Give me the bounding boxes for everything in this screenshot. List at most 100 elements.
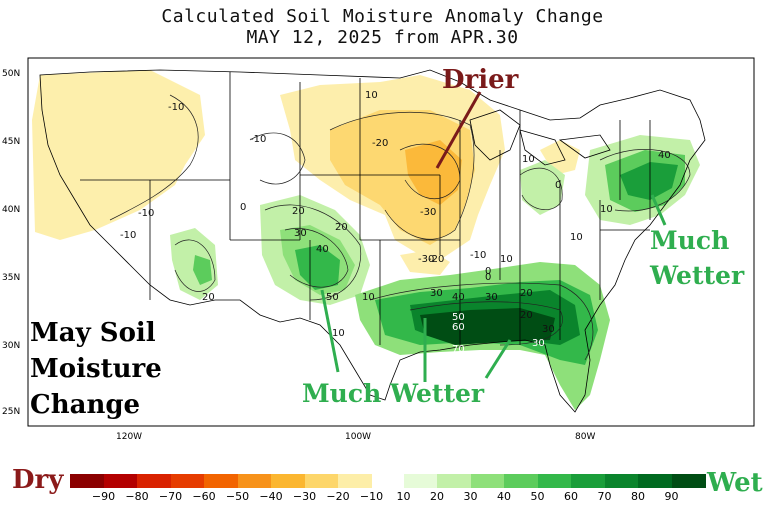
legend-tick-label: −20 bbox=[326, 490, 350, 503]
contour-label: 20 bbox=[520, 288, 533, 299]
contour-label: 0 bbox=[240, 202, 246, 213]
legend-tick-label: 40 bbox=[497, 490, 511, 503]
much-wetter-south-label: Much Wetter bbox=[302, 379, 485, 408]
contour-label: -10 bbox=[120, 230, 136, 241]
geography-lines bbox=[39, 69, 706, 413]
contour-value-labels: -10 -10 10 0 -10 20 -20 -30 -20 -10 0 20… bbox=[120, 90, 671, 355]
contour-label: 40 bbox=[658, 150, 671, 161]
legend-tick-label: −70 bbox=[158, 490, 183, 503]
lat-label: 40N bbox=[2, 205, 20, 215]
map-title: Calculated Soil Moisture Anomaly Change bbox=[161, 6, 604, 27]
legend-swatch-dry bbox=[70, 474, 104, 488]
contour-label: 60 bbox=[452, 322, 465, 333]
contour-9 bbox=[599, 149, 691, 212]
map-subtitle: MAY 12, 2025 from APR.30 bbox=[246, 27, 519, 48]
contour-7 bbox=[369, 282, 594, 361]
legend-tick-label: 10 bbox=[396, 490, 411, 503]
legend-tick-label: 60 bbox=[564, 490, 578, 503]
legend-tick-label: −40 bbox=[259, 490, 283, 503]
legend-tick-label: 90 bbox=[664, 490, 679, 503]
legend-swatch-wet bbox=[604, 474, 639, 488]
latitude-labels: 50N 45N 40N 35N 30N 25N bbox=[2, 69, 20, 417]
lon-label: 80W bbox=[575, 432, 595, 442]
legend-swatch-dry bbox=[170, 474, 205, 488]
contour-8 bbox=[409, 301, 563, 346]
contour-2 bbox=[249, 132, 306, 185]
contour-label: 30 bbox=[430, 288, 443, 299]
contour-label: 10 bbox=[500, 254, 513, 265]
lat-label: 35N bbox=[2, 273, 20, 283]
legend-tick-label: 30 bbox=[463, 490, 478, 503]
legend-wet-label: Wet bbox=[707, 468, 763, 498]
contour-label: 30 bbox=[485, 292, 498, 303]
contour-5 bbox=[264, 204, 362, 301]
contour-label: -10 bbox=[168, 102, 184, 113]
lat-label: 45N bbox=[2, 137, 20, 147]
contour-label: 30 bbox=[532, 338, 545, 349]
change-label: Change bbox=[30, 390, 141, 420]
legend-swatch-wet bbox=[571, 474, 605, 488]
legend-tick-label: −30 bbox=[292, 490, 317, 503]
contour-1 bbox=[109, 94, 199, 221]
legend-swatch-wet bbox=[403, 474, 438, 488]
lat-label: 50N bbox=[2, 69, 20, 79]
contour-label: 10 bbox=[365, 90, 378, 101]
wetter-northeast-core bbox=[620, 162, 678, 200]
legend-swatch-dry bbox=[103, 474, 138, 488]
contour-label: 20 bbox=[292, 206, 305, 217]
drier-west-region bbox=[32, 70, 205, 240]
legend-swatch-dry bbox=[237, 474, 272, 488]
state-lines bbox=[80, 72, 651, 350]
legend-swatch-wet bbox=[537, 474, 572, 488]
wetter-southern-plains-core bbox=[295, 245, 340, 290]
great-lakes bbox=[469, 109, 611, 166]
legend-swatch-wet bbox=[470, 474, 505, 488]
lat-label: 25N bbox=[2, 407, 20, 417]
contour-label: 10 bbox=[332, 328, 345, 339]
contour-label: 40 bbox=[452, 292, 465, 303]
lon-label: 120W bbox=[116, 432, 142, 442]
contour-label: -10 bbox=[470, 250, 486, 261]
contour-3 bbox=[329, 111, 475, 240]
lon-label: 100W bbox=[345, 432, 371, 442]
contour-6 bbox=[284, 228, 349, 288]
contour-label: 50 bbox=[452, 312, 465, 323]
contour-label: 40 bbox=[316, 244, 329, 255]
moisture-label: Moisture bbox=[30, 354, 162, 384]
legend-tick-label: −90 bbox=[91, 490, 116, 503]
drier-shading bbox=[32, 70, 580, 275]
longitude-labels: 120W 100W 80W bbox=[116, 432, 595, 442]
contour-label: -30 bbox=[418, 254, 434, 265]
drier-label: Drier bbox=[442, 65, 519, 95]
wetter-pointer-east bbox=[484, 339, 512, 379]
much-wetter-ne-label-1: Much bbox=[650, 226, 730, 255]
contour-label: -20 bbox=[428, 254, 444, 265]
contour-label: 0 bbox=[485, 272, 491, 283]
contour-label: 20 bbox=[335, 222, 348, 233]
may-soil-label: May Soil bbox=[30, 318, 156, 348]
legend-swatch-wet bbox=[437, 474, 471, 488]
legend-tick-label: −50 bbox=[225, 490, 250, 503]
legend-dry-label: Dry bbox=[12, 465, 64, 495]
legend-tick-label: −60 bbox=[192, 490, 216, 503]
legend-swatch-wet bbox=[671, 474, 706, 488]
contour-label: 30 bbox=[542, 324, 555, 335]
legend-swatch-dry bbox=[137, 474, 171, 488]
drier-southwest-patch bbox=[400, 250, 450, 275]
legend-swatch-dry bbox=[271, 474, 305, 488]
contour-10 bbox=[519, 167, 563, 210]
contour-label: 0 bbox=[485, 266, 491, 277]
contour-4 bbox=[399, 143, 461, 200]
contour-lines bbox=[109, 94, 691, 361]
legend-tick-label: −10 bbox=[359, 490, 384, 503]
contour-label: 10 bbox=[570, 232, 583, 243]
us-outline bbox=[39, 69, 706, 413]
legend-swatch-dry bbox=[204, 474, 238, 488]
legend-tick-label: 20 bbox=[430, 490, 444, 503]
contour-label: 10 bbox=[600, 204, 613, 215]
legend-swatch-dry bbox=[338, 474, 372, 488]
legend-tick-label: 80 bbox=[631, 490, 645, 503]
legend-tick-label: −80 bbox=[125, 490, 149, 503]
wetter-southwest-core bbox=[193, 255, 212, 285]
wetter-gulf-maximum bbox=[420, 308, 555, 345]
